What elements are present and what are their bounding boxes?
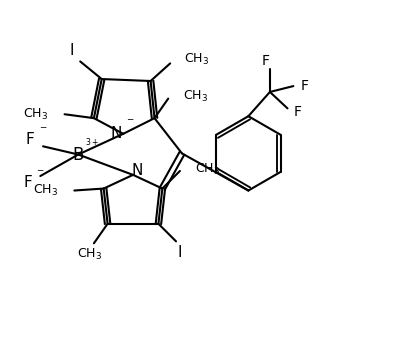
Text: N: N — [131, 163, 142, 178]
Text: CH$_3$: CH$_3$ — [184, 52, 209, 67]
Text: I: I — [178, 245, 182, 260]
Text: F: F — [293, 105, 301, 119]
Text: F: F — [26, 132, 35, 147]
Text: CH$_3$: CH$_3$ — [33, 183, 58, 198]
Text: $^{-}$: $^{-}$ — [39, 124, 47, 137]
Text: $^{3+}$: $^{3+}$ — [85, 138, 99, 148]
Text: N: N — [111, 126, 122, 141]
Text: CH$_3$: CH$_3$ — [77, 247, 103, 262]
Text: $^{-}$: $^{-}$ — [126, 116, 134, 129]
Text: CH$_3$: CH$_3$ — [23, 107, 48, 122]
Text: $^{-}$: $^{-}$ — [36, 167, 45, 180]
Text: CH$_3$: CH$_3$ — [195, 162, 220, 176]
Text: F: F — [262, 54, 270, 68]
Text: B: B — [73, 146, 84, 164]
Text: CH$_3$: CH$_3$ — [183, 89, 208, 104]
Text: F: F — [300, 79, 308, 93]
Text: F: F — [23, 175, 32, 190]
Text: I: I — [69, 43, 74, 58]
